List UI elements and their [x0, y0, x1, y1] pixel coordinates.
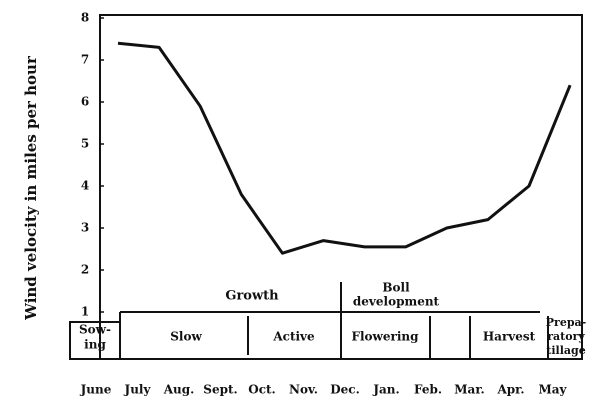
y-tick-label: 4	[81, 179, 89, 193]
stage-label: Active	[272, 330, 315, 344]
x-tick-label: July	[124, 383, 152, 397]
x-tick-label: Aug.	[163, 383, 195, 397]
stage-label: Sow-	[79, 323, 111, 337]
stage-label: Prepa-	[546, 316, 586, 329]
stage-label: Slow	[170, 330, 202, 344]
group-label: Boll	[382, 281, 410, 295]
stage-label: Harvest	[483, 330, 536, 344]
y-tick-label: 7	[81, 53, 89, 67]
plot-border	[99, 14, 583, 360]
x-tick-label: June	[80, 383, 112, 397]
stage-label: ratory	[547, 330, 585, 343]
stage-label: ing	[84, 338, 106, 352]
x-tick-label: Mar.	[454, 383, 484, 397]
x-tick-label: Jan.	[372, 383, 399, 397]
stage-label: tillage	[546, 344, 585, 357]
y-tick-label: 5	[81, 137, 89, 151]
y-tick-label: 3	[81, 221, 89, 235]
y-tick-label: 8	[81, 11, 89, 25]
y-tick-label: 2	[81, 263, 89, 277]
x-tick-label: May	[538, 383, 567, 397]
x-tick-label: Apr.	[496, 383, 524, 397]
stage-label: Flowering	[351, 330, 419, 344]
data-line	[117, 41, 572, 255]
sowing-box	[69, 321, 120, 360]
y-axis-label: Wind velocity in miles per hour	[22, 55, 40, 321]
x-tick-label: Feb.	[414, 383, 442, 397]
y-tick-label: 1	[81, 305, 89, 319]
x-tick-label: Oct.	[248, 383, 275, 397]
x-tick-label: Dec.	[330, 383, 360, 397]
frame	[69, 14, 583, 360]
x-tick-label: Sept.	[203, 383, 237, 397]
group-label: Growth	[225, 289, 279, 304]
y-tick-label: 6	[81, 95, 89, 109]
x-tick-label: Nov.	[289, 383, 318, 397]
group-label: development	[353, 295, 440, 309]
